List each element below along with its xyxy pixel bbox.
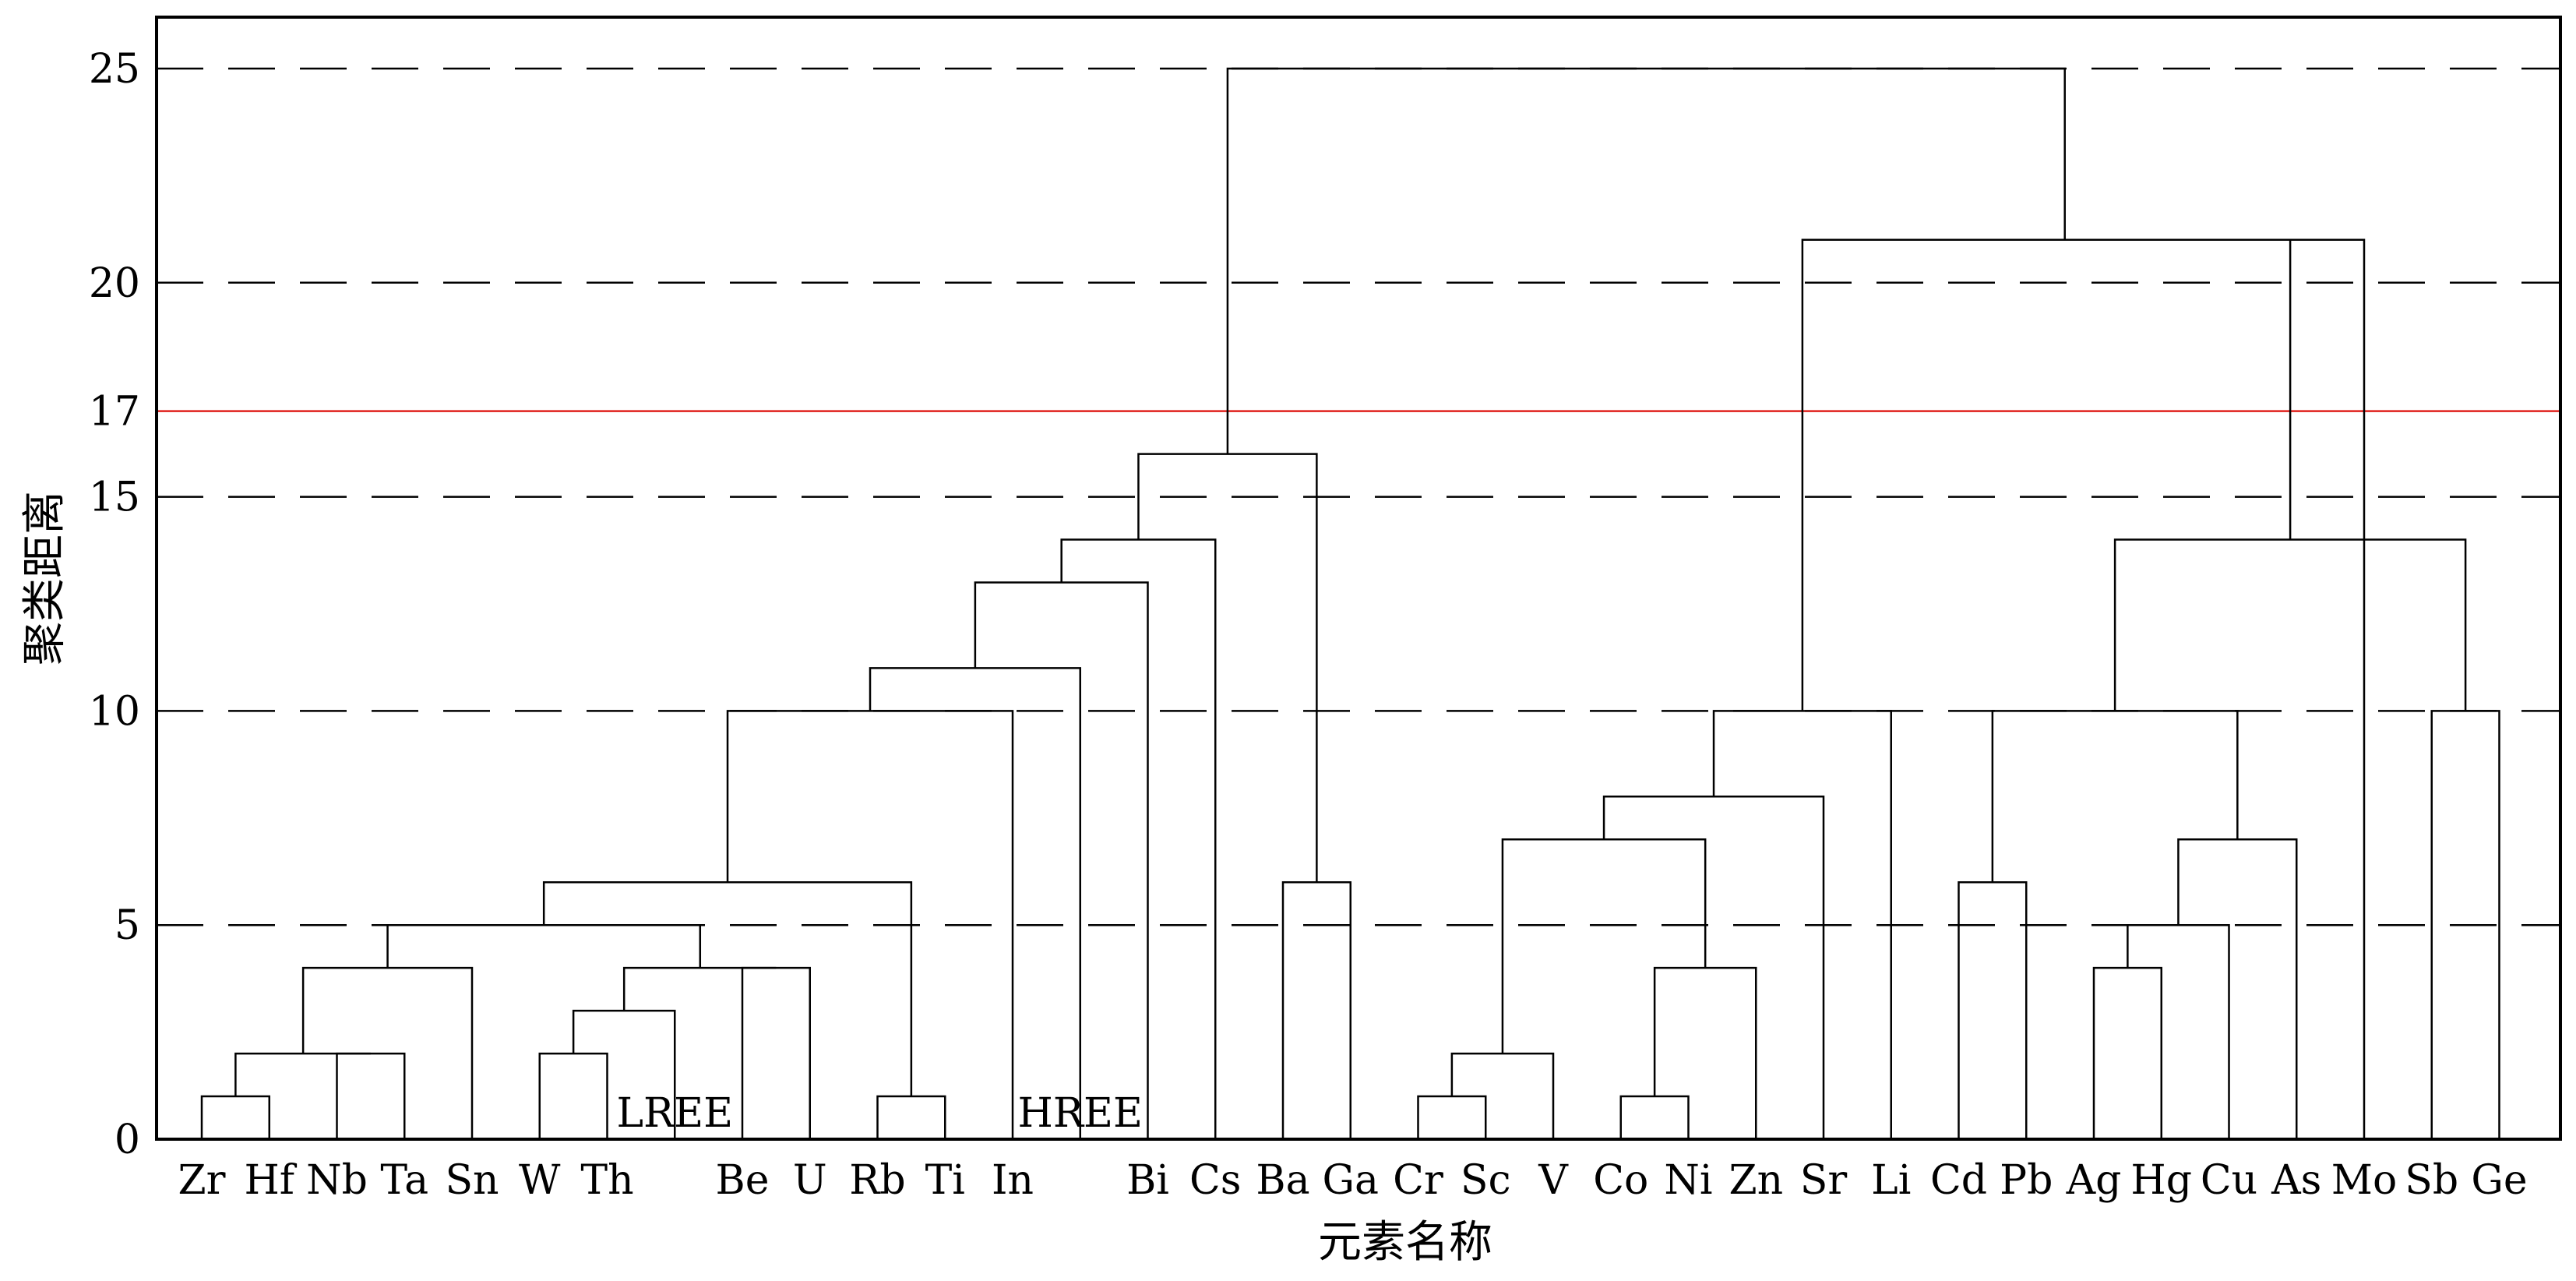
dendrogram-link: [1801, 238, 2328, 711]
leaf-label: Zr: [178, 1157, 226, 1204]
dendrogram-link: [1619, 1095, 1690, 1139]
leaf-label: Cr: [1393, 1157, 1443, 1204]
y-axis-ticks: 0 5 10 15 17 20 25: [89, 46, 140, 1163]
y-tick-label: 20: [89, 260, 140, 307]
dendrogram-link: [2113, 538, 2467, 711]
dendrogram-link: [1417, 1095, 1487, 1139]
leaf-label: Hf: [244, 1157, 297, 1204]
leaf-label: Be: [716, 1157, 770, 1204]
dendrogram-link: [1226, 67, 2066, 454]
dendrogram-link: [1060, 538, 1217, 1139]
leaf-label: Sb: [2405, 1157, 2458, 1204]
leaf-label: Bi: [1126, 1157, 1169, 1204]
dendrogram-link: [1501, 838, 1707, 1054]
leaf-label: In: [992, 1157, 1034, 1204]
leaf-label: Ta: [380, 1157, 428, 1204]
leaf-label: Pb: [2000, 1157, 2053, 1204]
dendrogram-link: [542, 880, 913, 1097]
cluster-annotations: LREE HREE: [616, 1090, 1143, 1137]
leaf-label: Rb: [849, 1157, 905, 1204]
leaf-label: Ag: [2066, 1157, 2122, 1204]
dendrogram-link: [538, 1052, 608, 1139]
dendrogram-link: [2127, 923, 2230, 1139]
dendrogram-link: [2177, 838, 2298, 1139]
cluster-annotation: HREE: [1018, 1090, 1143, 1137]
x-axis-title: 元素名称: [1318, 1217, 1492, 1268]
leaf-label: Ni: [1664, 1157, 1712, 1204]
x-axis-leaf-labels: Zr Hf Nb Ta Sn W Th Be U Rb Ti In Bi Cs Ba Ga Cr Sc V Co Ni Z…: [178, 1157, 2528, 1204]
leaf-label: Ga: [1322, 1157, 1379, 1204]
leaf-label: Zn: [1728, 1157, 1783, 1204]
dendrogram-link: [1653, 966, 1757, 1139]
dendrogram-link: [876, 1095, 946, 1139]
dendrogram-link: [2092, 966, 2162, 1139]
leaf-label: Sn: [445, 1157, 499, 1204]
plot-frame: [155, 16, 2562, 1141]
leaf-label: Nb: [306, 1157, 368, 1204]
leaf-label: Mo: [2331, 1157, 2398, 1204]
leaf-label: W: [519, 1157, 561, 1204]
leaf-label: As: [2271, 1157, 2321, 1204]
leaf-label: Ge: [2471, 1157, 2527, 1204]
grid-lines: [157, 67, 2560, 926]
y-tick-label: 10: [89, 688, 140, 735]
leaf-label: Th: [580, 1157, 633, 1204]
dendrogram-link: [336, 1052, 406, 1139]
dendrogram-link: [974, 581, 1149, 1139]
dendrogram-link: [1281, 880, 1351, 1139]
y-tick-label: 17: [89, 389, 140, 436]
dendrogram-links: [200, 67, 2500, 1139]
y-tick-label: 5: [115, 902, 140, 949]
leaf-label: Co: [1593, 1157, 1648, 1204]
leaf-label: Sr: [1800, 1157, 1848, 1204]
leaf-label: U: [793, 1157, 827, 1204]
y-axis-title: 聚类距离: [19, 491, 70, 665]
dendrogram-link: [1958, 880, 2028, 1139]
dendrogram-link: [386, 923, 702, 969]
cluster-annotation: LREE: [616, 1090, 733, 1137]
leaf-label: Sc: [1461, 1157, 1511, 1204]
dendrogram-link: [869, 667, 1081, 1139]
leaf-label: Ti: [925, 1157, 965, 1204]
dendrogram-link: [200, 1095, 270, 1139]
leaf-label: V: [1538, 1157, 1569, 1204]
leaf-label: Cu: [2201, 1157, 2257, 1204]
dendrogram-link: [622, 966, 777, 1011]
y-tick-label: 25: [89, 46, 140, 93]
leaf-label: Ba: [1256, 1157, 1309, 1204]
leaf-label: Li: [1871, 1157, 1911, 1204]
y-tick-label: 15: [89, 475, 140, 521]
dendrogram-link: [1137, 453, 1318, 883]
dendrogram-link: [741, 966, 811, 1139]
leaf-label: Hg: [2130, 1157, 2192, 1204]
dendrogram-link: [2289, 238, 2366, 1139]
dendrogram-link: [234, 1052, 371, 1097]
dendrogram-link: [1991, 710, 2239, 883]
leaf-label: Cd: [1930, 1157, 1987, 1204]
y-tick-label: 0: [115, 1117, 140, 1163]
leaf-label: Cs: [1189, 1157, 1241, 1204]
